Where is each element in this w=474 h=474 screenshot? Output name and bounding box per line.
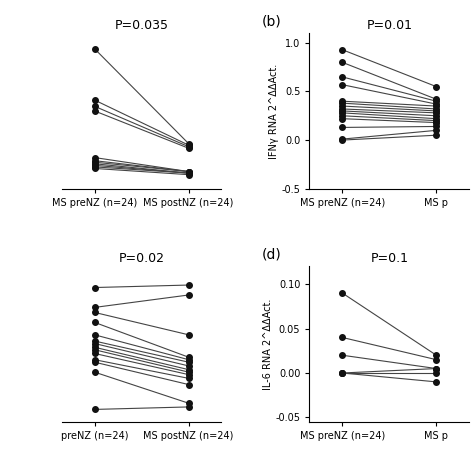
Text: (b): (b)	[262, 14, 282, 28]
Y-axis label: IL-6 RNA 2^ΔΔAct.: IL-6 RNA 2^ΔΔAct.	[263, 299, 273, 390]
Y-axis label: IFNγ RNA 2^ΔΔAct.: IFNγ RNA 2^ΔΔAct.	[269, 64, 279, 158]
Title: P=0.01: P=0.01	[366, 19, 412, 32]
Title: P=0.1: P=0.1	[370, 252, 408, 265]
Title: P=0.035: P=0.035	[115, 19, 169, 32]
Title: P=0.02: P=0.02	[118, 252, 164, 265]
Text: (d): (d)	[262, 247, 282, 262]
